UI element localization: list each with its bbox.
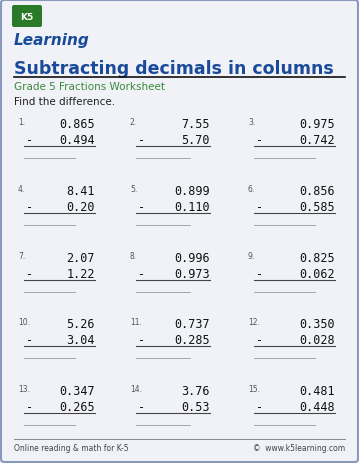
- Text: 0.996: 0.996: [174, 251, 210, 264]
- Text: 0.20: 0.20: [66, 200, 95, 213]
- Text: 1.: 1.: [18, 118, 25, 127]
- Text: Learning: Learning: [14, 33, 90, 48]
- Text: Online reading & math for K-5: Online reading & math for K-5: [14, 443, 129, 452]
- Text: 0.028: 0.028: [299, 333, 335, 346]
- Text: ©  www.k5learning.com: © www.k5learning.com: [253, 443, 345, 452]
- Text: 0.494: 0.494: [59, 134, 95, 147]
- Text: -: -: [26, 333, 33, 346]
- Text: 0.975: 0.975: [299, 118, 335, 131]
- Text: Subtracting decimals in columns: Subtracting decimals in columns: [14, 60, 334, 78]
- Text: 9.: 9.: [248, 251, 255, 260]
- Text: 3.76: 3.76: [182, 384, 210, 397]
- Text: -: -: [26, 200, 33, 213]
- FancyBboxPatch shape: [12, 6, 42, 28]
- Text: Find the difference.: Find the difference.: [14, 97, 115, 107]
- Text: 0.585: 0.585: [299, 200, 335, 213]
- Text: 14.: 14.: [130, 384, 142, 393]
- Text: 0.285: 0.285: [174, 333, 210, 346]
- Text: 0.865: 0.865: [59, 118, 95, 131]
- Text: 0.350: 0.350: [299, 317, 335, 330]
- Text: 0.856: 0.856: [299, 185, 335, 198]
- Text: 0.265: 0.265: [59, 400, 95, 413]
- Text: Grade 5 Fractions Worksheet: Grade 5 Fractions Worksheet: [14, 82, 165, 92]
- Text: -: -: [26, 134, 33, 147]
- Text: 7.55: 7.55: [182, 118, 210, 131]
- Text: 2.07: 2.07: [66, 251, 95, 264]
- Text: 6.: 6.: [248, 185, 255, 194]
- Text: -: -: [256, 134, 263, 147]
- Text: 1.22: 1.22: [66, 268, 95, 281]
- Text: 8.41: 8.41: [66, 185, 95, 198]
- Text: -: -: [256, 200, 263, 213]
- Text: -: -: [138, 134, 145, 147]
- Text: K5: K5: [20, 13, 34, 21]
- Text: -: -: [256, 333, 263, 346]
- Text: -: -: [256, 268, 263, 281]
- Text: 0.062: 0.062: [299, 268, 335, 281]
- Text: -: -: [256, 400, 263, 413]
- Text: 0.899: 0.899: [174, 185, 210, 198]
- Text: 0.347: 0.347: [59, 384, 95, 397]
- Text: 13.: 13.: [18, 384, 30, 393]
- Text: -: -: [138, 200, 145, 213]
- Text: 11.: 11.: [130, 317, 142, 326]
- Text: 0.825: 0.825: [299, 251, 335, 264]
- Text: 5.70: 5.70: [182, 134, 210, 147]
- Text: 3.: 3.: [248, 118, 255, 127]
- Text: 0.737: 0.737: [174, 317, 210, 330]
- Text: 10.: 10.: [18, 317, 30, 326]
- Text: 0.481: 0.481: [299, 384, 335, 397]
- Text: 15.: 15.: [248, 384, 260, 393]
- Text: 0.53: 0.53: [182, 400, 210, 413]
- Text: 2.: 2.: [130, 118, 137, 127]
- Text: 0.973: 0.973: [174, 268, 210, 281]
- Text: -: -: [138, 400, 145, 413]
- Text: 0.110: 0.110: [174, 200, 210, 213]
- Text: 5.26: 5.26: [66, 317, 95, 330]
- Text: -: -: [138, 333, 145, 346]
- Text: 0.448: 0.448: [299, 400, 335, 413]
- Text: 7.: 7.: [18, 251, 25, 260]
- Text: -: -: [26, 268, 33, 281]
- Text: -: -: [138, 268, 145, 281]
- Text: 12.: 12.: [248, 317, 260, 326]
- Text: 3.04: 3.04: [66, 333, 95, 346]
- Text: 5.: 5.: [130, 185, 137, 194]
- Text: 8.: 8.: [130, 251, 137, 260]
- Text: 0.742: 0.742: [299, 134, 335, 147]
- Text: -: -: [26, 400, 33, 413]
- Text: 4.: 4.: [18, 185, 25, 194]
